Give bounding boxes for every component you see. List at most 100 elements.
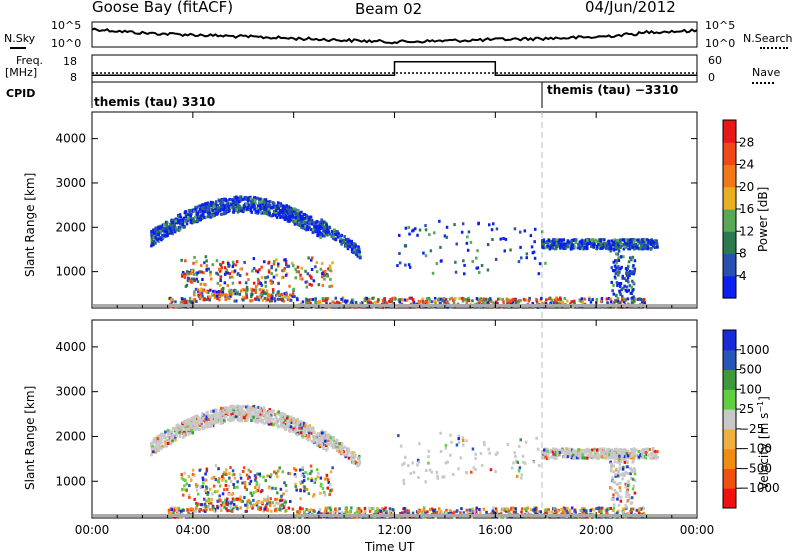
power-point-2649 — [621, 274, 624, 278]
power-point-2115 — [206, 297, 210, 301]
power-point-750 — [269, 205, 272, 209]
velocity-point-1391 — [562, 455, 565, 459]
power-point-2412 — [228, 272, 231, 276]
power-point-1387 — [617, 240, 621, 244]
power-point-2510 — [469, 240, 473, 244]
power-point-1538 — [578, 305, 581, 309]
power-point-2651 — [624, 245, 627, 249]
velocity-point-2103 — [324, 509, 327, 513]
power-point-2349 — [211, 263, 214, 267]
power-point-2388 — [184, 259, 187, 263]
velocity-point-993 — [341, 442, 344, 446]
power-point-2599 — [612, 260, 615, 264]
power-point-1467 — [559, 238, 562, 242]
power-point-927 — [314, 224, 318, 228]
power-point-2147 — [626, 297, 630, 301]
power-point-593 — [205, 215, 208, 219]
velocity-point-1926 — [263, 498, 267, 502]
power-point-1474 — [561, 244, 564, 248]
power-point-497 — [160, 238, 163, 242]
velocity-point-1101 — [612, 450, 616, 454]
power-point-1791 — [465, 301, 468, 305]
velocity-point-587 — [204, 413, 207, 417]
power-point-1569 — [633, 297, 637, 301]
power-point-2172 — [267, 293, 270, 297]
power-point-536 — [207, 211, 210, 215]
power-point-2654 — [615, 246, 618, 250]
velocity-point-1896 — [560, 507, 563, 511]
power-point-1080 — [336, 235, 340, 239]
power-point-1315 — [641, 247, 644, 251]
power-point-2456 — [439, 245, 442, 249]
velocity-point-1472 — [601, 452, 604, 456]
velocity-point-685 — [259, 413, 262, 417]
velocity-point-861 — [323, 447, 326, 450]
power-point-770 — [223, 212, 227, 215]
power-point-930 — [301, 224, 305, 228]
velocity-point-1793 — [258, 508, 262, 511]
power-point-836 — [325, 226, 329, 230]
power-point-1453 — [644, 244, 647, 248]
velocity-point-1051 — [338, 442, 341, 446]
velocity-point-941 — [303, 429, 306, 433]
power-point-359 — [266, 212, 270, 216]
power-point-1990 — [452, 299, 455, 303]
velocity-point-2035 — [345, 510, 349, 514]
power-point-2604 — [630, 258, 633, 262]
power-point-718 — [219, 201, 222, 205]
power-point-737 — [156, 230, 159, 234]
velocity-point-1034 — [321, 433, 324, 437]
power-point-1496 — [636, 238, 639, 242]
velocity-point-1632 — [434, 515, 437, 519]
power-point-2045 — [439, 297, 443, 301]
velocity-point-753 — [250, 419, 253, 423]
power-frame — [91, 111, 698, 309]
power-point-290 — [308, 226, 311, 230]
velocity-point-2003 — [275, 501, 278, 505]
power-point-935 — [271, 214, 275, 217]
power-point-114 — [313, 221, 317, 225]
velocity-point-2194 — [218, 505, 221, 509]
velocity-point-1035 — [341, 450, 344, 454]
power-point-2589 — [633, 247, 636, 251]
power-point-2273 — [285, 263, 288, 266]
velocity-point-925 — [158, 434, 161, 438]
velocity-point-1747 — [276, 507, 279, 511]
velocity-point-893 — [192, 428, 196, 432]
velocity-point-508 — [182, 435, 185, 439]
velocity-point-118 — [240, 419, 244, 423]
velocity-point-1828 — [246, 502, 249, 506]
velocity-point-1603 — [368, 509, 372, 513]
velocity-point-565 — [160, 446, 163, 450]
power-point-1404 — [586, 238, 589, 242]
power-point-1602 — [250, 295, 253, 298]
velocity-point-735 — [183, 423, 187, 427]
velocity-point-920 — [182, 432, 186, 436]
velocity-point-1023 — [329, 440, 332, 443]
power-point-2216 — [183, 302, 187, 306]
power-point-2354 — [328, 268, 332, 272]
velocity-point-2117 — [241, 499, 245, 503]
power-point-370 — [192, 217, 195, 221]
velocity-point-1995 — [264, 505, 267, 509]
velocity-point-1411 — [581, 456, 584, 460]
power-point-191 — [237, 208, 240, 212]
power-point-330 — [319, 227, 322, 230]
power-point-2639 — [612, 248, 616, 251]
power-point-938 — [266, 203, 269, 207]
power-point-1991 — [206, 290, 210, 294]
power-point-869 — [188, 210, 192, 214]
velocity-point-1501 — [574, 449, 578, 453]
velocity-point-676 — [171, 435, 174, 439]
velocity-point-525 — [224, 408, 227, 412]
power-point-1727 — [550, 299, 553, 303]
velocity-point-1083 — [322, 433, 326, 437]
power-point-645 — [280, 210, 283, 214]
velocity-point-528 — [269, 420, 273, 424]
velocity-point-2059 — [257, 507, 260, 511]
power-point-2518 — [412, 228, 415, 232]
velocity-point-532 — [308, 438, 311, 441]
power-point-2365 — [324, 270, 327, 273]
power-point-552 — [297, 223, 300, 227]
velocity-point-818 — [269, 416, 272, 420]
